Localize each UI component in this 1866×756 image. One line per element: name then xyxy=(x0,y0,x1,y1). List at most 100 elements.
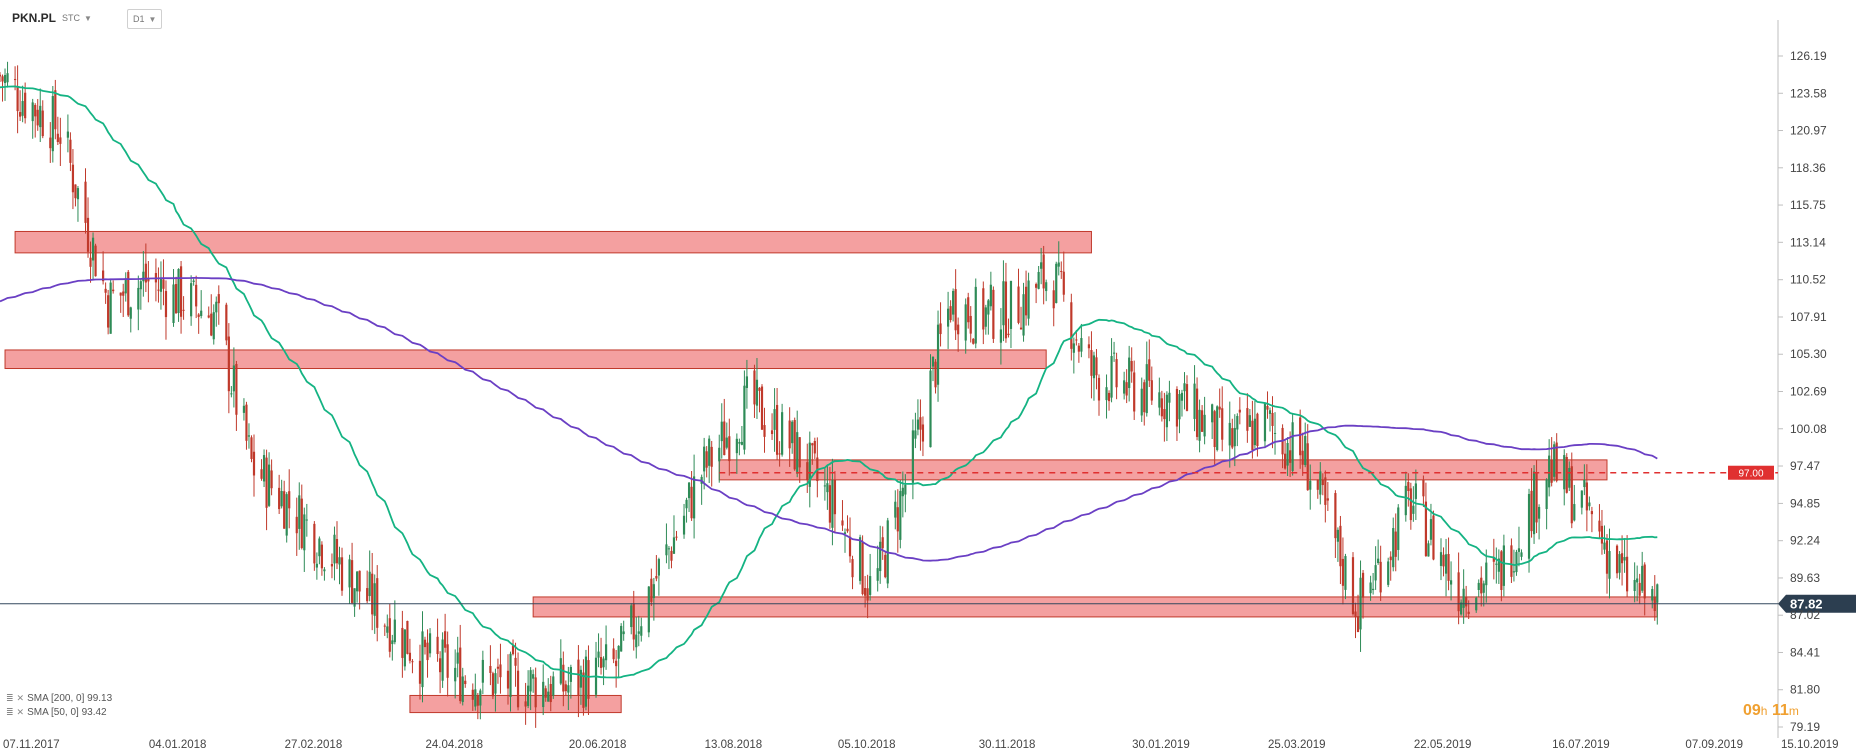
candle-body[interactable] xyxy=(929,370,932,448)
candle-body[interactable] xyxy=(1532,471,1536,535)
candle-body[interactable] xyxy=(773,409,776,430)
support-resistance-zone[interactable] xyxy=(4,349,1047,370)
candle-body[interactable] xyxy=(1143,382,1146,413)
candle-body[interactable] xyxy=(177,269,180,314)
candle-body[interactable] xyxy=(1263,403,1267,442)
candle-body[interactable] xyxy=(848,536,852,557)
candle-body[interactable] xyxy=(179,266,183,317)
candle-body[interactable] xyxy=(56,133,59,142)
candle-body[interactable] xyxy=(197,314,200,317)
candle-body[interactable] xyxy=(190,283,193,317)
candle-body[interactable] xyxy=(1004,281,1008,339)
candle-body[interactable] xyxy=(599,657,603,668)
candle-body[interactable] xyxy=(720,421,723,442)
candle-body[interactable] xyxy=(1467,611,1470,614)
candle-body[interactable] xyxy=(1133,372,1136,412)
candle-body[interactable] xyxy=(793,420,796,470)
candle-body[interactable] xyxy=(1389,556,1392,561)
candle-body[interactable] xyxy=(1548,455,1551,488)
candle-body[interactable] xyxy=(846,528,849,532)
candle-body[interactable] xyxy=(604,644,608,661)
candle-body[interactable] xyxy=(831,480,834,528)
candle-body[interactable] xyxy=(1598,520,1601,532)
candle-body[interactable] xyxy=(1055,263,1058,303)
candle-body[interactable] xyxy=(1105,387,1108,401)
candle-body[interactable] xyxy=(1537,506,1541,519)
candle-body[interactable] xyxy=(139,281,142,290)
candle-body[interactable] xyxy=(896,507,899,532)
candle-body[interactable] xyxy=(514,657,517,666)
ticker-symbol[interactable]: PKN.PL xyxy=(12,11,57,25)
candle-body[interactable] xyxy=(1253,418,1257,446)
candle-body[interactable] xyxy=(725,437,728,448)
candle-body[interactable] xyxy=(456,652,459,664)
candle-body[interactable] xyxy=(1638,582,1641,596)
candle-body[interactable] xyxy=(24,92,27,119)
candle-body[interactable] xyxy=(597,651,600,658)
candle-body[interactable] xyxy=(1409,488,1412,521)
candle-body[interactable] xyxy=(813,440,816,454)
candle-body[interactable] xyxy=(1271,412,1274,426)
candle-body[interactable] xyxy=(655,575,658,579)
candle-body[interactable] xyxy=(338,557,341,565)
candle-body[interactable] xyxy=(1502,545,1505,586)
candle-body[interactable] xyxy=(356,571,359,592)
candle-body[interactable] xyxy=(1052,290,1055,309)
candle-body[interactable] xyxy=(1339,525,1342,567)
candle-body[interactable] xyxy=(949,306,952,321)
candle-body[interactable] xyxy=(708,438,711,466)
candle-body[interactable] xyxy=(265,457,268,508)
candle-body[interactable] xyxy=(406,620,409,654)
candle-body[interactable] xyxy=(1266,406,1269,410)
candle-body[interactable] xyxy=(39,105,42,128)
candle-body[interactable] xyxy=(16,86,19,112)
candle-body[interactable] xyxy=(602,658,605,668)
candle-body[interactable] xyxy=(542,681,545,708)
candle-body[interactable] xyxy=(544,688,547,698)
candle-body[interactable] xyxy=(1427,543,1430,557)
candle-body[interactable] xyxy=(879,541,882,572)
candle-body[interactable] xyxy=(670,550,673,561)
candle-body[interactable] xyxy=(235,363,238,415)
candle-body[interactable] xyxy=(129,307,132,319)
candle-body[interactable] xyxy=(1040,262,1043,269)
candle-body[interactable] xyxy=(1356,616,1360,633)
candle-body[interactable] xyxy=(1150,380,1153,401)
candle-body[interactable] xyxy=(1432,515,1435,560)
candle-body[interactable] xyxy=(280,491,283,507)
candle-body[interactable] xyxy=(298,495,301,529)
candle-body[interactable] xyxy=(1097,377,1101,401)
candle-body[interactable] xyxy=(1369,582,1372,594)
candle-body[interactable] xyxy=(532,674,535,679)
candle-body[interactable] xyxy=(1555,442,1558,481)
candle-body[interactable] xyxy=(112,289,115,292)
candle-body[interactable] xyxy=(1480,577,1483,594)
candle-body[interactable] xyxy=(137,287,140,310)
candle-body[interactable] xyxy=(1180,392,1184,401)
candle-body[interactable] xyxy=(952,290,955,315)
candle-body[interactable] xyxy=(1198,409,1201,441)
candle-body[interactable] xyxy=(1107,392,1111,402)
candle-body[interactable] xyxy=(617,645,620,659)
candle-body[interactable] xyxy=(1221,408,1224,440)
candle-body[interactable] xyxy=(640,626,643,636)
candle-body[interactable] xyxy=(743,385,746,450)
candle-body[interactable] xyxy=(1424,501,1428,556)
candle-body[interactable] xyxy=(225,304,228,341)
candle-body[interactable] xyxy=(1072,343,1075,353)
candle-body[interactable] xyxy=(119,292,122,296)
candle-body[interactable] xyxy=(1394,531,1397,557)
candle-body[interactable] xyxy=(516,670,520,708)
candle-body[interactable] xyxy=(366,588,369,602)
candle-body[interactable] xyxy=(826,483,829,493)
support-resistance-zone[interactable] xyxy=(718,459,1608,481)
candle-body[interactable] xyxy=(511,645,515,655)
candle-body[interactable] xyxy=(408,652,412,661)
candle-body[interactable] xyxy=(217,294,220,304)
candle-body[interactable] xyxy=(1326,498,1329,501)
candle-body[interactable] xyxy=(861,542,864,595)
candle-body[interactable] xyxy=(552,676,555,696)
candle-body[interactable] xyxy=(1304,436,1307,466)
candle-body[interactable] xyxy=(987,300,990,315)
candle-body[interactable] xyxy=(705,451,708,468)
